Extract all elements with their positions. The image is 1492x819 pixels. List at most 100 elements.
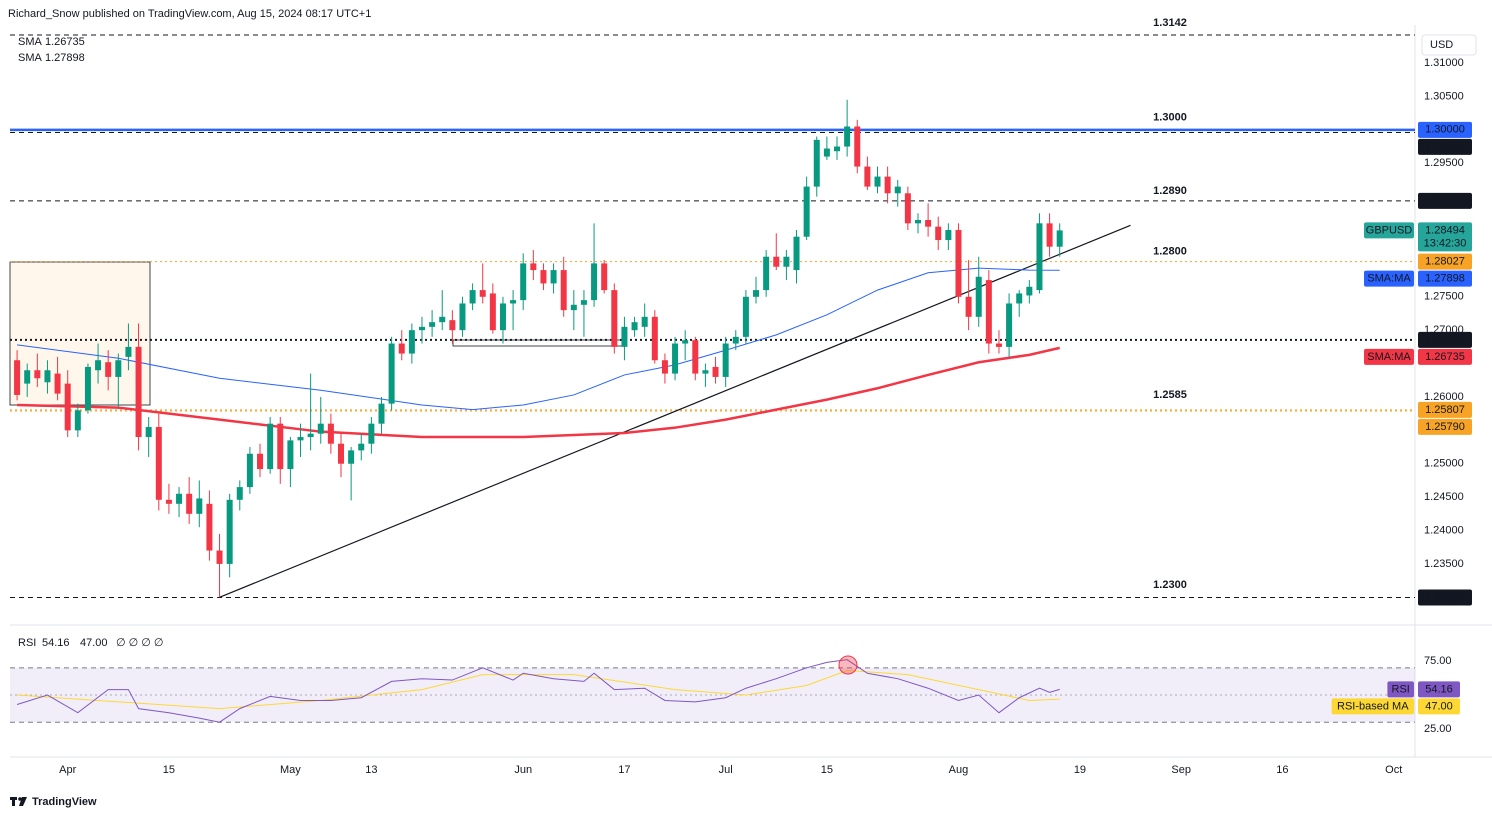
countdown: 13:42:30 — [1424, 237, 1467, 249]
candle-body — [935, 226, 942, 241]
x-tick-label: 15 — [821, 764, 833, 776]
candle-body — [186, 493, 193, 514]
level-label: 1.2890 — [1153, 185, 1187, 197]
candle-body — [287, 440, 294, 470]
candle-body — [540, 270, 547, 284]
candle-body — [813, 139, 820, 187]
candle-body — [499, 303, 506, 331]
rsi-badge — [1387, 681, 1414, 698]
price-badge-label: 1.26854 — [1425, 334, 1465, 346]
candle-body — [803, 186, 810, 237]
candle-body — [884, 176, 891, 194]
candle-body — [530, 263, 537, 271]
price-badge — [1418, 401, 1472, 418]
annotation-circle — [838, 655, 858, 675]
candle-body — [975, 276, 982, 317]
candle-body — [753, 290, 760, 297]
header: Richard_Snow published on TradingView.co… — [8, 8, 371, 20]
x-tick-label: Jul — [719, 764, 733, 776]
candle-body — [520, 263, 527, 301]
candle-body — [418, 326, 425, 331]
x-tick-label: Sep — [1171, 764, 1191, 776]
candle-body — [661, 360, 668, 374]
candle-body — [854, 126, 861, 167]
level-label: 1.3142 — [1153, 17, 1187, 29]
candle-body — [257, 453, 264, 470]
candle-body — [489, 293, 496, 331]
candle-body — [722, 343, 729, 377]
sma-value: 1.27898 — [1425, 273, 1465, 285]
candle-body — [277, 423, 284, 470]
y-tick-label: 1.31000 — [1424, 57, 1464, 69]
candle-body — [236, 487, 243, 500]
candle-body — [176, 493, 183, 504]
candle-body — [712, 366, 719, 377]
candle-body — [560, 270, 567, 311]
x-tick-label: 16 — [1276, 764, 1288, 776]
candle-body — [823, 148, 830, 157]
rsi-badge-name: RSI — [1392, 683, 1410, 695]
price-badge-label: 1.28027 — [1425, 256, 1465, 268]
currency-box[interactable] — [1421, 34, 1477, 56]
candle-body — [338, 443, 345, 464]
price-badge-label: 1.29960 — [1425, 141, 1465, 153]
candle-body — [1026, 286, 1033, 296]
candle-body — [763, 256, 770, 291]
candle-body — [54, 373, 61, 394]
x-tick-label: 19 — [1074, 764, 1086, 776]
candle-body — [651, 316, 658, 361]
candle-body — [34, 370, 41, 379]
logo — [10, 797, 27, 806]
y-tick-label: 1.24000 — [1424, 524, 1464, 536]
candle-body — [1056, 230, 1063, 247]
rsi-value: 54.16 — [1425, 683, 1453, 695]
sma-value-badge — [1418, 270, 1472, 287]
candle-body — [135, 346, 142, 438]
candle-body — [246, 453, 253, 488]
candle-body — [1046, 223, 1053, 247]
price-badge — [1418, 121, 1472, 138]
price-badge-label: 1.22997 — [1425, 591, 1465, 603]
rsi-legend-title: RSI — [18, 637, 36, 649]
y-tick-label: 1.27500 — [1424, 291, 1464, 303]
candle-body — [216, 550, 223, 564]
candle-body — [510, 300, 517, 304]
candle-body — [985, 280, 992, 344]
price-badge-label: 1.25790 — [1425, 421, 1465, 433]
x-tick-label: Oct — [1385, 764, 1402, 776]
candle-body — [267, 423, 274, 470]
candle-body — [894, 186, 901, 194]
rsi-value-badge — [1418, 698, 1460, 715]
symbol-badge-label: GBPUSD — [1366, 224, 1413, 236]
price-badge — [1418, 192, 1472, 209]
y-tick-label: 1.26000 — [1424, 391, 1464, 403]
candle-body — [459, 303, 466, 331]
plot: 1.3142 1.3000 1.2890 1.2800 1.2585 1.2300 — [10, 17, 1415, 723]
x-tick-label: Aug — [949, 764, 969, 776]
last-price: 1.28494 — [1425, 224, 1465, 236]
candle-body — [914, 219, 921, 224]
rsi-tick-label: 75.00 — [1424, 655, 1452, 667]
candle-body — [955, 230, 962, 297]
candle-body — [1036, 223, 1043, 291]
candle-body — [793, 236, 800, 271]
candle-body — [580, 300, 587, 305]
candle-body — [621, 326, 628, 347]
candle-body — [105, 362, 112, 377]
sma-badge-name: SMA:MA — [1367, 273, 1411, 285]
candle-body — [408, 330, 415, 354]
candle-body — [165, 499, 172, 504]
candle-body — [682, 340, 689, 344]
symbol-badge — [1364, 222, 1414, 239]
candle-body — [641, 316, 648, 327]
y-tick-label: 1.30500 — [1424, 90, 1464, 102]
candle-body — [570, 304, 577, 311]
price-badge — [1418, 418, 1472, 435]
currency: USD — [1430, 39, 1453, 51]
rsi-tick-label: 25.00 — [1424, 723, 1452, 735]
x-tick-label: Jun — [514, 764, 532, 776]
level-label: 1.2300 — [1153, 579, 1187, 591]
y-tick-label: 1.29500 — [1424, 157, 1464, 169]
candle-body — [995, 343, 1002, 347]
candle-body — [469, 290, 476, 304]
